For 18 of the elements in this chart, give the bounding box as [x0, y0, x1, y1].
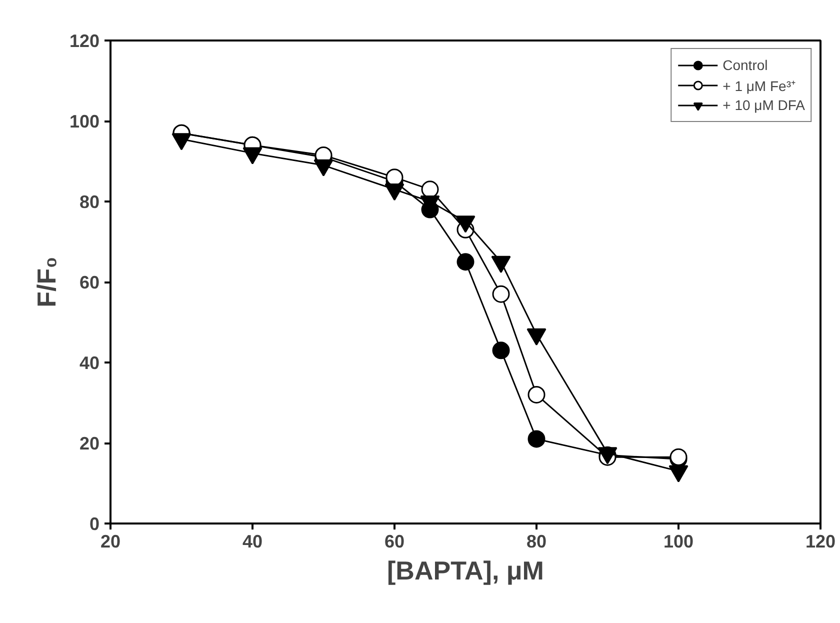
y-tick-label: 120 — [69, 31, 100, 51]
y-tick-label: 20 — [79, 434, 100, 454]
legend-label: + 10 μM DFA — [722, 97, 805, 113]
x-axis-title: [BAPTA], μM — [387, 556, 544, 586]
legend-label: + 1 μM Fe³⁺ — [722, 76, 796, 94]
y-tick-label: 60 — [79, 272, 100, 292]
y-tick-label: 80 — [79, 192, 100, 212]
y-axis-title: F/F₀ — [31, 256, 62, 308]
y-tick-label: 40 — [79, 353, 100, 373]
x-tick-label: 100 — [663, 532, 694, 552]
x-tick-label: 120 — [805, 532, 836, 552]
x-tick-label: 40 — [242, 532, 263, 552]
y-tick-label: 100 — [69, 112, 100, 132]
y-tick-label: 0 — [89, 514, 100, 534]
x-tick-label: 20 — [100, 532, 121, 552]
x-tick-label: 60 — [384, 532, 405, 552]
legend-label: Control — [722, 57, 768, 73]
x-tick-label: 80 — [526, 532, 547, 552]
